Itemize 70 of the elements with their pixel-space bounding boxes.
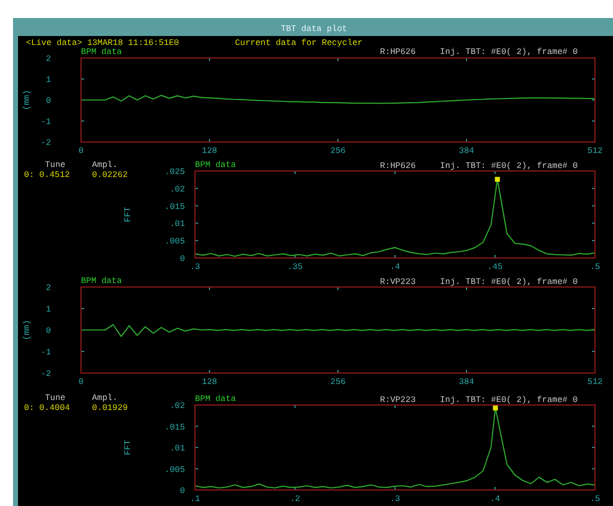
text: Ampl. (92, 160, 118, 170)
x-tick-label: .2 (290, 494, 300, 504)
annotation: Inj. TBT: #E0( 2), frame# 0 (440, 395, 578, 405)
x-tick-label: .5 (590, 262, 600, 272)
chart-title: BPM data (81, 47, 122, 57)
text: Current data for Recycler (235, 38, 363, 48)
y-axis-title: FFT (123, 440, 133, 456)
chart-title: BPM data (195, 394, 236, 404)
y-tick-label: .01 (170, 219, 185, 230)
y-tick-label: 2 (46, 283, 51, 293)
x-tick-label: .3 (190, 262, 200, 272)
x-tick-label: .35 (287, 262, 303, 272)
y-tick-label: -1 (40, 117, 51, 127)
x-tick-label: .4 (490, 494, 500, 504)
x-tick-label: .5 (590, 494, 600, 504)
y-axis-title: (mm) (22, 320, 32, 340)
x-tick-label: 384 (458, 146, 474, 156)
line-series (80, 94, 596, 104)
x-tick-label: 0 (78, 146, 84, 156)
y-tick-label: .025 (164, 167, 185, 177)
y-tick-label: -2 (40, 369, 51, 379)
text: 0: 0.4004 (24, 403, 70, 413)
x-tick-label: .4 (390, 262, 400, 272)
y-tick-label: .01 (170, 444, 185, 454)
x-tick-label: .45 (487, 262, 503, 272)
x-tick-label: 0 (78, 377, 84, 387)
text: Tune (45, 393, 66, 403)
y-tick-label: .015 (164, 422, 185, 432)
y-tick-label: 1 (46, 75, 51, 85)
x-tick-label: 128 (202, 377, 218, 387)
text: Tune (45, 160, 66, 170)
y-tick-label: 0 (180, 254, 185, 264)
line-series (80, 324, 596, 337)
x-tick-label: 512 (587, 377, 603, 387)
text: <Live data> 13MAR18 11:16:51E0 (26, 38, 180, 48)
text: 0.01929 (92, 403, 128, 413)
annotation: Inj. TBT: #E0( 2), frame# 0 (440, 161, 578, 171)
y-tick-label: .005 (164, 464, 185, 475)
y-tick-label: .015 (164, 202, 185, 212)
y-tick-label: 0 (46, 326, 51, 336)
annotation: R:VP223 (380, 277, 416, 287)
x-tick-label: .3 (390, 494, 400, 504)
y-tick-label: -1 (40, 348, 51, 358)
y-tick-label: .02 (170, 401, 185, 411)
x-tick-label: 512 (587, 146, 603, 156)
text: 0.02262 (92, 170, 128, 180)
text: Ampl. (92, 393, 118, 403)
y-tick-label: 0 (180, 486, 185, 496)
chart-title: BPM data (81, 276, 122, 286)
text: Inj. TBT: #E0( 2), frame# 0 (440, 47, 578, 57)
chart-title: BPM data (195, 160, 236, 170)
y-axis-title: FFT (123, 206, 133, 222)
x-tick-label: 256 (330, 146, 346, 156)
y-tick-label: 0 (46, 96, 51, 106)
x-tick-label: 256 (330, 377, 346, 387)
annotation: Inj. TBT: #E0( 2), frame# 0 (440, 277, 578, 287)
y-tick-label: .005 (164, 236, 185, 247)
x-tick-label: .1 (190, 494, 200, 504)
y-tick-label: -2 (40, 138, 51, 148)
y-tick-label: 1 (46, 304, 51, 314)
x-tick-label: 128 (202, 146, 218, 156)
y-axis-title: (mm) (22, 90, 32, 110)
text: R:HP626 (380, 47, 416, 57)
annotation: R:HP626 (380, 161, 416, 171)
x-tick-label: 384 (458, 377, 474, 387)
y-tick-label: .02 (170, 184, 185, 194)
text: TBT data plot (280, 24, 348, 34)
y-tick-label: 2 (46, 54, 51, 64)
annotation: R:VP223 (380, 395, 416, 405)
text: 0: 0.4512 (24, 170, 70, 180)
